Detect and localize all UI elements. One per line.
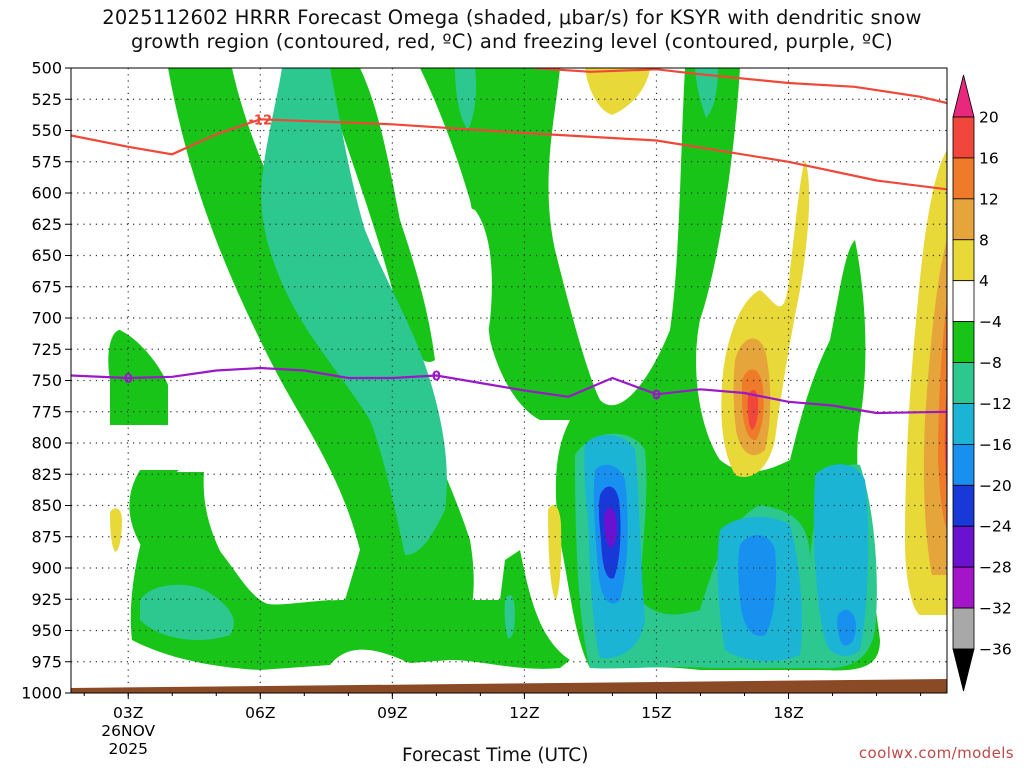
y-tick-label: 900 (31, 559, 62, 578)
contour-line (71, 118, 947, 191)
y-axis: 500 525 550 575 600 625 650 675 700 725 750 775 800 8… (21, 59, 71, 703)
credit-text: coolwx.com/models (858, 744, 1014, 762)
y-tick-label: 525 (31, 90, 62, 109)
omega-shading (108, 68, 947, 671)
y-tick-label: 875 (31, 527, 62, 546)
contour-labels: -12 0 0 0 (124, 113, 661, 403)
x-tick-label: 06Z (245, 704, 275, 722)
colorbar-label: −12 (979, 395, 1012, 413)
colorbar-label: −36 (979, 641, 1012, 659)
colorbar-bin (952, 362, 975, 404)
colorbar-label: −8 (979, 354, 1002, 372)
x-tick-date: 26NOV (101, 722, 155, 740)
colorbar-bin (952, 239, 975, 282)
omega-white-hole (425, 205, 492, 380)
contour-label: 0 (124, 372, 133, 387)
y-tick-label: 700 (31, 309, 62, 328)
y-tick-label: 625 (31, 215, 62, 234)
y-tick-label: 550 (31, 121, 62, 140)
contour-label: -12 (249, 113, 273, 128)
omega-teal-small-11z (504, 595, 515, 639)
omega-purple-core (604, 508, 617, 548)
y-tick-label: 775 (31, 402, 62, 421)
x-tick-label: 12Z (509, 704, 539, 722)
colorbar-label: −20 (979, 477, 1012, 495)
omega-blue-16z (738, 534, 777, 636)
colorbar-bin (952, 566, 975, 609)
x-tick-year: 2025 (108, 740, 147, 758)
omega-red-16z (747, 389, 759, 430)
colorbar-label: 20 (979, 109, 999, 127)
colorbar-label: −4 (979, 313, 1002, 331)
chart-title-line2: growth region (contoured, red, ºC) and f… (131, 30, 893, 53)
omega-green-lowlevel (130, 470, 570, 670)
grid-lines (71, 68, 947, 693)
colorbar-label: −16 (979, 436, 1012, 454)
y-tick-label: 800 (31, 434, 62, 453)
colorbar-label: 16 (979, 149, 999, 167)
y-tick-label: 925 (31, 590, 62, 609)
colorbar-bin (952, 116, 975, 159)
y-tick-label: 575 (31, 152, 62, 171)
colorbar-top-arrow (952, 74, 975, 118)
chart-title-line1: 2025112602 HRRR Forecast Omega (shaded, … (102, 6, 922, 29)
colorbar-label: −32 (979, 600, 1012, 618)
y-tick-label: 975 (31, 652, 62, 671)
omega-teal-top-right (455, 68, 477, 130)
omega-teal-15z (695, 68, 718, 118)
x-tick-label: 03Z (113, 704, 143, 722)
y-tick-label: 1000 (21, 684, 62, 703)
x-tick-label: 18Z (773, 704, 803, 722)
y-tick-label: 825 (31, 465, 62, 484)
colorbar-bin (952, 443, 975, 486)
x-axis-label: Forecast Time (UTC) (402, 745, 589, 766)
colorbar-bin (952, 484, 975, 527)
colorbar: 20 16 12 8 4 −4 −8 −12 −16 −20 −24 −28 −32 −36 (952, 74, 1012, 692)
x-tick-label: 15Z (641, 704, 671, 722)
colorbar-bin (952, 157, 975, 200)
omega-red-right-edge (944, 390, 947, 490)
y-tick-label: 850 (31, 496, 62, 515)
colorbar-bin (952, 280, 975, 323)
omega-blue-18z (837, 609, 856, 646)
omega-teal-upper (261, 68, 447, 555)
colorbar-bin (952, 321, 975, 363)
colorbar-label: −28 (979, 559, 1012, 577)
colorbar-bin (952, 403, 975, 445)
terrain-ground (71, 679, 947, 693)
contour-label: 0 (432, 370, 441, 385)
y-tick-label: 950 (31, 621, 62, 640)
y-tick-label: 675 (31, 277, 62, 296)
contour-lines (71, 68, 947, 415)
colorbar-bin (952, 607, 975, 650)
y-tick-label: 500 (31, 59, 62, 78)
omega-yellow-top (585, 68, 650, 115)
y-tick-label: 600 (31, 184, 62, 203)
x-tick-label: 09Z (377, 704, 407, 722)
omega-darkorange-right-edge (938, 300, 947, 530)
y-tick-label: 725 (31, 340, 62, 359)
colorbar-label: 8 (979, 231, 989, 249)
colorbar-label: 4 (979, 272, 989, 290)
y-tick-label: 750 (31, 371, 62, 390)
omega-yellow-small-11z (548, 505, 562, 600)
omega-cyan-18z (813, 464, 869, 656)
contour-line (71, 366, 947, 415)
chart-title: 2025112602 HRRR Forecast Omega (shaded, … (0, 6, 1024, 54)
omega-teal-lowleft (140, 584, 234, 640)
colorbar-bin (952, 198, 975, 241)
colorbar-label: 12 (979, 190, 999, 208)
contour-label: 0 (652, 388, 661, 403)
colorbar-bin (952, 525, 975, 568)
omega-yellow-small-02z (110, 508, 122, 552)
colorbar-label: −24 (979, 518, 1012, 536)
contour-line (533, 68, 947, 105)
y-tick-label: 650 (31, 246, 62, 265)
colorbar-bottom-arrow (952, 648, 975, 692)
